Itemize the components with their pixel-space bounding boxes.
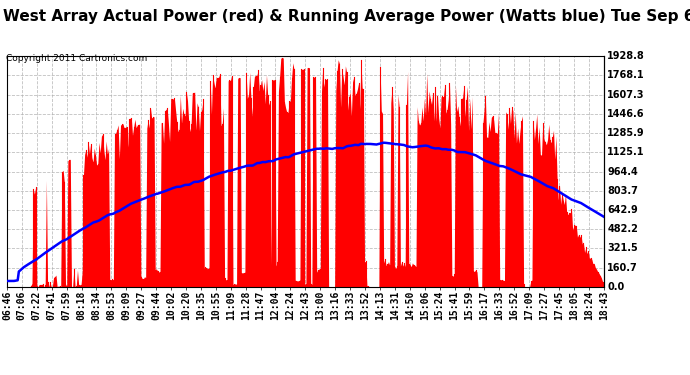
Text: 1928.8: 1928.8 [607,51,645,61]
Text: 1768.1: 1768.1 [607,70,645,81]
Text: 1446.6: 1446.6 [607,109,644,119]
Text: 160.7: 160.7 [607,262,638,273]
Text: 1125.1: 1125.1 [607,147,644,158]
Text: Copyright 2011 Cartronics.com: Copyright 2011 Cartronics.com [6,54,147,63]
Text: 482.2: 482.2 [607,224,638,234]
Text: 642.9: 642.9 [607,205,638,215]
Text: West Array Actual Power (red) & Running Average Power (Watts blue) Tue Sep 6 18:: West Array Actual Power (red) & Running … [3,9,690,24]
Text: 0.0: 0.0 [607,282,624,292]
Text: 803.7: 803.7 [607,186,638,196]
Text: 1607.3: 1607.3 [607,90,644,100]
Text: 321.5: 321.5 [607,243,638,254]
Text: 964.4: 964.4 [607,166,638,177]
Text: 1285.9: 1285.9 [607,128,645,138]
